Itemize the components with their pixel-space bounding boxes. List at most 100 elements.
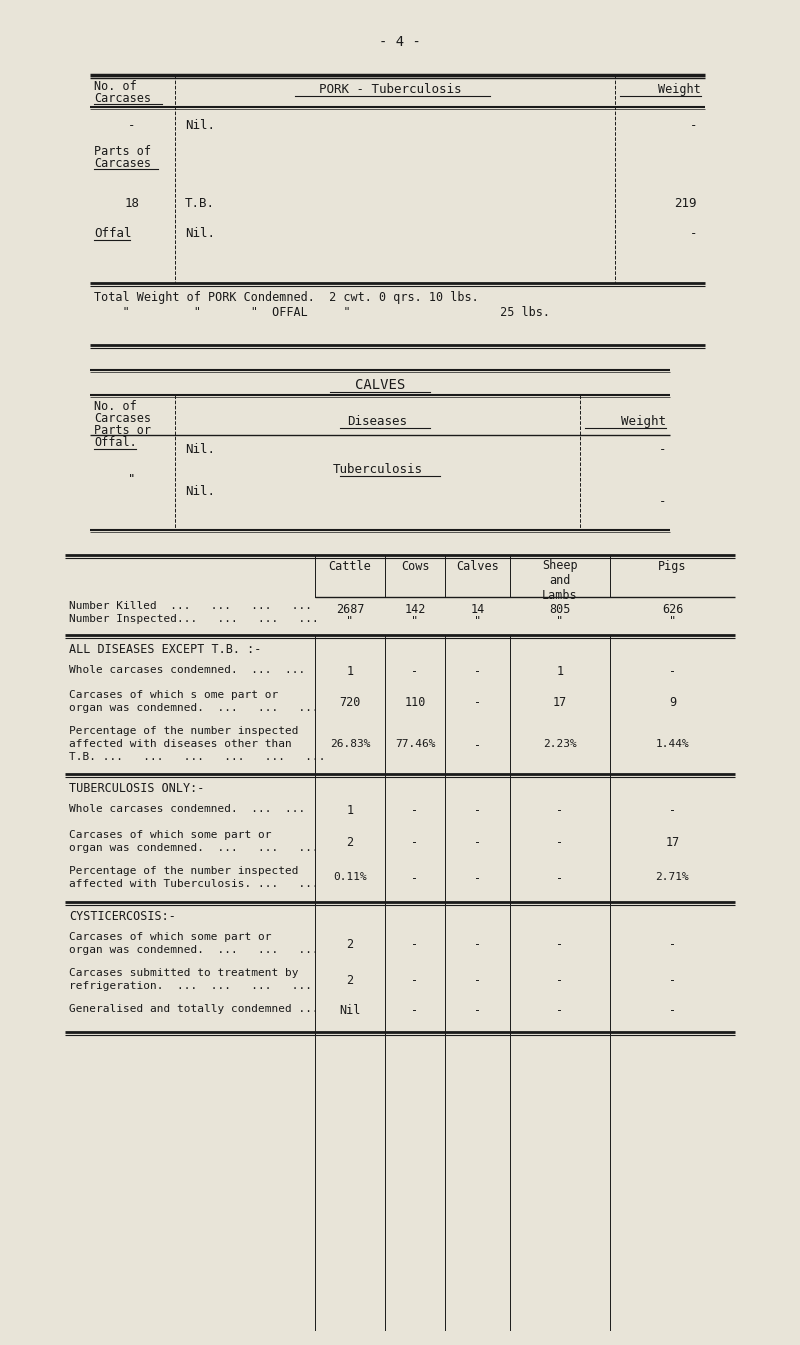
Text: Weight: Weight — [658, 83, 701, 95]
Text: 14: 14 — [470, 603, 485, 616]
Text: -: - — [474, 937, 481, 951]
Text: 720: 720 — [339, 695, 361, 709]
Text: Nil: Nil — [339, 1003, 361, 1017]
Text: ": " — [474, 615, 481, 628]
Text: organ was condemned.  ...   ...   ...: organ was condemned. ... ... ... — [69, 946, 318, 955]
Text: - 4 -: - 4 - — [379, 35, 421, 48]
Text: 1: 1 — [346, 664, 354, 678]
Text: 2: 2 — [346, 837, 354, 849]
Text: Carcases of which s ome part or: Carcases of which s ome part or — [69, 690, 278, 699]
Text: Offal: Offal — [94, 227, 131, 239]
Text: 2.23%: 2.23% — [543, 738, 577, 749]
Text: T.B.: T.B. — [185, 196, 215, 210]
Text: 26.83%: 26.83% — [330, 738, 370, 749]
Text: ": " — [411, 615, 418, 628]
Text: Nil.: Nil. — [185, 118, 215, 132]
Text: Generalised and totally condemned ...: Generalised and totally condemned ... — [69, 1003, 318, 1014]
Text: 219: 219 — [674, 196, 697, 210]
Text: -: - — [669, 974, 676, 987]
Text: -: - — [669, 664, 676, 678]
Text: Nil.: Nil. — [185, 227, 215, 239]
Text: ": " — [557, 615, 563, 628]
Text: -: - — [474, 738, 481, 752]
Text: -: - — [411, 664, 418, 678]
Text: -: - — [474, 974, 481, 987]
Text: -: - — [690, 227, 697, 239]
Text: Cows: Cows — [401, 560, 430, 573]
Text: -: - — [411, 804, 418, 816]
Text: PORK - Tuberculosis: PORK - Tuberculosis — [318, 83, 462, 95]
Text: -: - — [474, 837, 481, 849]
Text: 18: 18 — [125, 196, 139, 210]
Text: Total Weight of PORK Condemned.  2 cwt. 0 qrs. 10 lbs.: Total Weight of PORK Condemned. 2 cwt. 0… — [94, 291, 478, 304]
Text: Carcases of which some part or: Carcases of which some part or — [69, 932, 271, 941]
Text: affected with Tuberculosis. ...   ...: affected with Tuberculosis. ... ... — [69, 880, 318, 889]
Text: Nil.: Nil. — [185, 443, 215, 456]
Text: Pigs: Pigs — [658, 560, 686, 573]
Text: -: - — [411, 974, 418, 987]
Text: 0.11%: 0.11% — [333, 872, 367, 882]
Text: refrigeration.  ...  ...   ...   ...: refrigeration. ... ... ... ... — [69, 981, 312, 991]
Text: 17: 17 — [553, 695, 567, 709]
Text: -: - — [128, 118, 136, 132]
Text: No. of: No. of — [94, 79, 137, 93]
Text: Carcases: Carcases — [94, 157, 151, 169]
Text: -: - — [474, 695, 481, 709]
Text: 1: 1 — [557, 664, 563, 678]
Text: CALVES: CALVES — [355, 378, 405, 391]
Text: 110: 110 — [404, 695, 426, 709]
Text: -: - — [557, 804, 563, 816]
Text: Number Killed  ...   ...   ...   ...: Number Killed ... ... ... ... — [69, 601, 312, 611]
Text: -: - — [557, 937, 563, 951]
Text: -: - — [669, 804, 676, 816]
Text: Parts or: Parts or — [94, 424, 151, 437]
Text: -: - — [557, 974, 563, 987]
Text: Offal.: Offal. — [94, 436, 137, 449]
Text: -: - — [658, 443, 666, 456]
Text: -: - — [411, 1003, 418, 1017]
Text: Tuberculosis: Tuberculosis — [333, 463, 422, 476]
Text: 626: 626 — [662, 603, 683, 616]
Text: -: - — [411, 872, 418, 885]
Text: Carcases of which some part or: Carcases of which some part or — [69, 830, 271, 841]
Text: 1: 1 — [346, 804, 354, 816]
Text: -: - — [658, 495, 666, 508]
Text: Nil.: Nil. — [185, 486, 215, 498]
Text: 2.71%: 2.71% — [656, 872, 690, 882]
Text: Sheep
and
Lambs: Sheep and Lambs — [542, 560, 578, 603]
Text: CYSTICERCOSIS:-: CYSTICERCOSIS:- — [69, 911, 176, 923]
Text: -: - — [474, 664, 481, 678]
Text: -: - — [474, 1003, 481, 1017]
Text: -: - — [669, 937, 676, 951]
Text: ": " — [128, 473, 136, 486]
Text: -: - — [557, 872, 563, 885]
Text: ": " — [669, 615, 676, 628]
Text: Carcases submitted to treatment by: Carcases submitted to treatment by — [69, 968, 298, 978]
Text: 2687: 2687 — [336, 603, 364, 616]
Text: -: - — [669, 1003, 676, 1017]
Text: organ was condemned.  ...   ...   ...: organ was condemned. ... ... ... — [69, 843, 318, 853]
Text: 9: 9 — [669, 695, 676, 709]
Text: Parts of: Parts of — [94, 145, 151, 157]
Text: Weight: Weight — [621, 416, 666, 428]
Text: 2: 2 — [346, 937, 354, 951]
Text: organ was condemned.  ...   ...   ...: organ was condemned. ... ... ... — [69, 703, 318, 713]
Text: 142: 142 — [404, 603, 426, 616]
Text: 805: 805 — [550, 603, 570, 616]
Text: ALL DISEASES EXCEPT T.B. :-: ALL DISEASES EXCEPT T.B. :- — [69, 643, 262, 656]
Text: "         "       "  OFFAL     "                     25 lbs.: " " " OFFAL " 25 lbs. — [94, 307, 550, 319]
Text: Diseases: Diseases — [347, 416, 407, 428]
Text: affected with diseases other than: affected with diseases other than — [69, 738, 292, 749]
Text: 2: 2 — [346, 974, 354, 987]
Text: ": " — [346, 615, 354, 628]
Text: Carcases: Carcases — [94, 91, 151, 105]
Text: 1.44%: 1.44% — [656, 738, 690, 749]
Text: Carcases: Carcases — [94, 412, 151, 425]
Text: Whole carcases condemned.  ...  ...: Whole carcases condemned. ... ... — [69, 664, 306, 675]
Text: -: - — [474, 804, 481, 816]
Text: T.B. ...   ...   ...   ...   ...   ...: T.B. ... ... ... ... ... ... — [69, 752, 326, 763]
Text: Cattle: Cattle — [329, 560, 371, 573]
Text: -: - — [690, 118, 697, 132]
Text: Percentage of the number inspected: Percentage of the number inspected — [69, 866, 298, 876]
Text: TUBERCULOSIS ONLY:-: TUBERCULOSIS ONLY:- — [69, 781, 204, 795]
